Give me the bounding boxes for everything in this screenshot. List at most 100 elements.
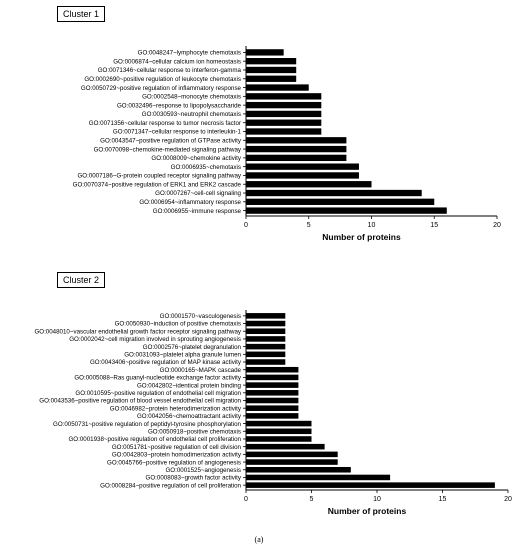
category-label: GO:0045766~positive regulation of angiog… bbox=[107, 459, 241, 466]
bar bbox=[246, 451, 338, 458]
bar bbox=[246, 436, 312, 442]
category-label: GO:0001525~angiogenesis bbox=[165, 467, 241, 474]
category-label: GO:0042056~chemoattractant activity bbox=[137, 413, 242, 420]
bar bbox=[246, 390, 299, 396]
bar bbox=[246, 75, 297, 82]
category-label: GO:0048010~vascular endothelial growth f… bbox=[34, 328, 241, 335]
chart-1: GO:0048247~lymphocyte chemotaxisGO:00068… bbox=[73, 46, 501, 242]
x-tick-label: 5 bbox=[310, 496, 314, 503]
x-tick-label: 0 bbox=[244, 496, 248, 503]
bar bbox=[246, 351, 286, 358]
bar bbox=[246, 145, 347, 153]
category-label: GO:0002576~platelet degranulation bbox=[143, 344, 242, 351]
category-label: GO:0006874~cellular calcium ion homeosta… bbox=[113, 58, 241, 65]
bar bbox=[246, 420, 312, 427]
bar bbox=[246, 163, 359, 170]
bar bbox=[246, 343, 286, 350]
category-label: GO:0048247~lymphocyte chemotaxis bbox=[138, 50, 241, 57]
x-axis-label: Number of proteins bbox=[328, 506, 407, 516]
bar bbox=[246, 101, 322, 109]
x-axis-label: Number of proteins bbox=[322, 232, 401, 242]
bar bbox=[246, 128, 322, 135]
category-label: GO:0070098~chemokine-mediated signaling … bbox=[94, 146, 242, 153]
category-label: GO:0042803~protein homodimerization acti… bbox=[112, 452, 242, 459]
category-label: GO:0070374~positive regulation of ERK1 a… bbox=[73, 181, 242, 188]
bar bbox=[246, 428, 312, 435]
bar bbox=[246, 359, 286, 365]
category-label: GO:0008083~growth factor activity bbox=[146, 475, 242, 482]
bar bbox=[246, 110, 322, 118]
x-tick-label: 10 bbox=[373, 496, 381, 503]
category-label: GO:0050930~induction of positive chemota… bbox=[115, 321, 241, 328]
bar bbox=[246, 397, 299, 404]
bar bbox=[246, 154, 347, 162]
bar bbox=[246, 405, 299, 411]
category-label: GO:0050731~positive regulation of peptid… bbox=[53, 421, 242, 428]
category-label: GO:0050729~positive regulation of inflam… bbox=[81, 85, 242, 92]
bar bbox=[246, 66, 297, 74]
category-label: GO:0001938~positive regulation of endoth… bbox=[68, 436, 241, 443]
category-label: GO:0001570~vasculogenesis bbox=[160, 313, 241, 320]
bar bbox=[246, 466, 351, 473]
bar bbox=[246, 382, 299, 388]
category-label: GO:0002548~monocyte chemotaxis bbox=[142, 94, 241, 101]
bar bbox=[246, 172, 359, 179]
bar bbox=[246, 413, 299, 419]
x-tick-label: 5 bbox=[307, 222, 311, 229]
category-label: GO:0050918~positive chemotaxis bbox=[148, 428, 241, 435]
bar bbox=[246, 198, 435, 205]
bar bbox=[246, 313, 286, 319]
bar bbox=[246, 49, 284, 56]
category-label: GO:0043406~positive regulation of MAP ki… bbox=[90, 359, 242, 366]
category-label: GO:0007186~G-protein coupled receptor si… bbox=[77, 173, 241, 180]
category-label: GO:0043547~positive regulation of GTPase… bbox=[100, 137, 242, 144]
bar bbox=[246, 374, 299, 381]
bar bbox=[246, 137, 347, 144]
bar bbox=[246, 336, 286, 342]
chart-2: GO:0001570~vasculogenesisGO:0050930~indu… bbox=[34, 310, 512, 516]
bar bbox=[246, 189, 422, 197]
category-label: GO:0006935~chemotaxis bbox=[171, 164, 241, 171]
category-label: GO:0071347~cellular response to interleu… bbox=[113, 129, 242, 136]
bar bbox=[246, 366, 299, 373]
cluster-1-label: Cluster 1 bbox=[57, 6, 106, 22]
category-label: GO:0071356~cellular response to tumor ne… bbox=[89, 120, 241, 127]
category-label: GO:0042802~identical protein binding bbox=[137, 382, 242, 389]
category-label: GO:0005088~Ras guanyl-nucleotide exchang… bbox=[74, 375, 242, 382]
bar bbox=[246, 119, 322, 126]
category-label: GO:0043536~positive regulation of blood … bbox=[39, 398, 241, 405]
x-tick-label: 20 bbox=[493, 222, 501, 229]
bar bbox=[246, 93, 322, 100]
category-label: GO:0032496~response to lipopolysaccharid… bbox=[117, 102, 242, 109]
bar bbox=[246, 58, 297, 65]
bar bbox=[246, 320, 286, 327]
bar bbox=[246, 207, 447, 214]
bar bbox=[246, 474, 391, 481]
category-label: GO:0008009~chemokine activity bbox=[151, 155, 242, 162]
category-label: GO:0051781~positive regulation of cell d… bbox=[112, 444, 242, 451]
x-tick-label: 20 bbox=[504, 496, 512, 503]
bar bbox=[246, 181, 372, 188]
category-label: GO:0046982~protein heterodimerization ac… bbox=[110, 405, 242, 412]
bar bbox=[246, 459, 338, 465]
cluster-2-label: Cluster 2 bbox=[57, 272, 106, 288]
bar bbox=[246, 482, 495, 488]
x-tick-label: 0 bbox=[244, 222, 248, 229]
category-label: GO:0006954~inflammatory response bbox=[139, 199, 241, 206]
category-label: GO:0030593~neutrophil chemotaxis bbox=[142, 111, 241, 118]
category-label: GO:0031093~platelet alpha granule lumen bbox=[124, 352, 241, 359]
category-label: GO:0002690~positive regulation of leukoc… bbox=[84, 76, 241, 83]
category-label: GO:0010595~positive regulation of endoth… bbox=[75, 390, 241, 397]
bar bbox=[246, 84, 309, 91]
category-label: GO:0071346~cellular response to interfer… bbox=[98, 67, 242, 74]
figure-caption: (a) bbox=[254, 535, 264, 544]
x-tick-label: 15 bbox=[430, 222, 438, 229]
category-label: GO:0002042~cell migration involved in sp… bbox=[69, 336, 241, 343]
bar bbox=[246, 443, 325, 450]
category-label: GO:0007267~cell-cell signaling bbox=[155, 190, 241, 197]
x-tick-label: 15 bbox=[439, 496, 447, 503]
category-label: GO:0006955~immune response bbox=[153, 208, 242, 215]
category-label: GO:0008284~positive regulation of cell p… bbox=[100, 482, 241, 489]
category-label: GO:0000165~MAPK cascade bbox=[160, 367, 242, 374]
